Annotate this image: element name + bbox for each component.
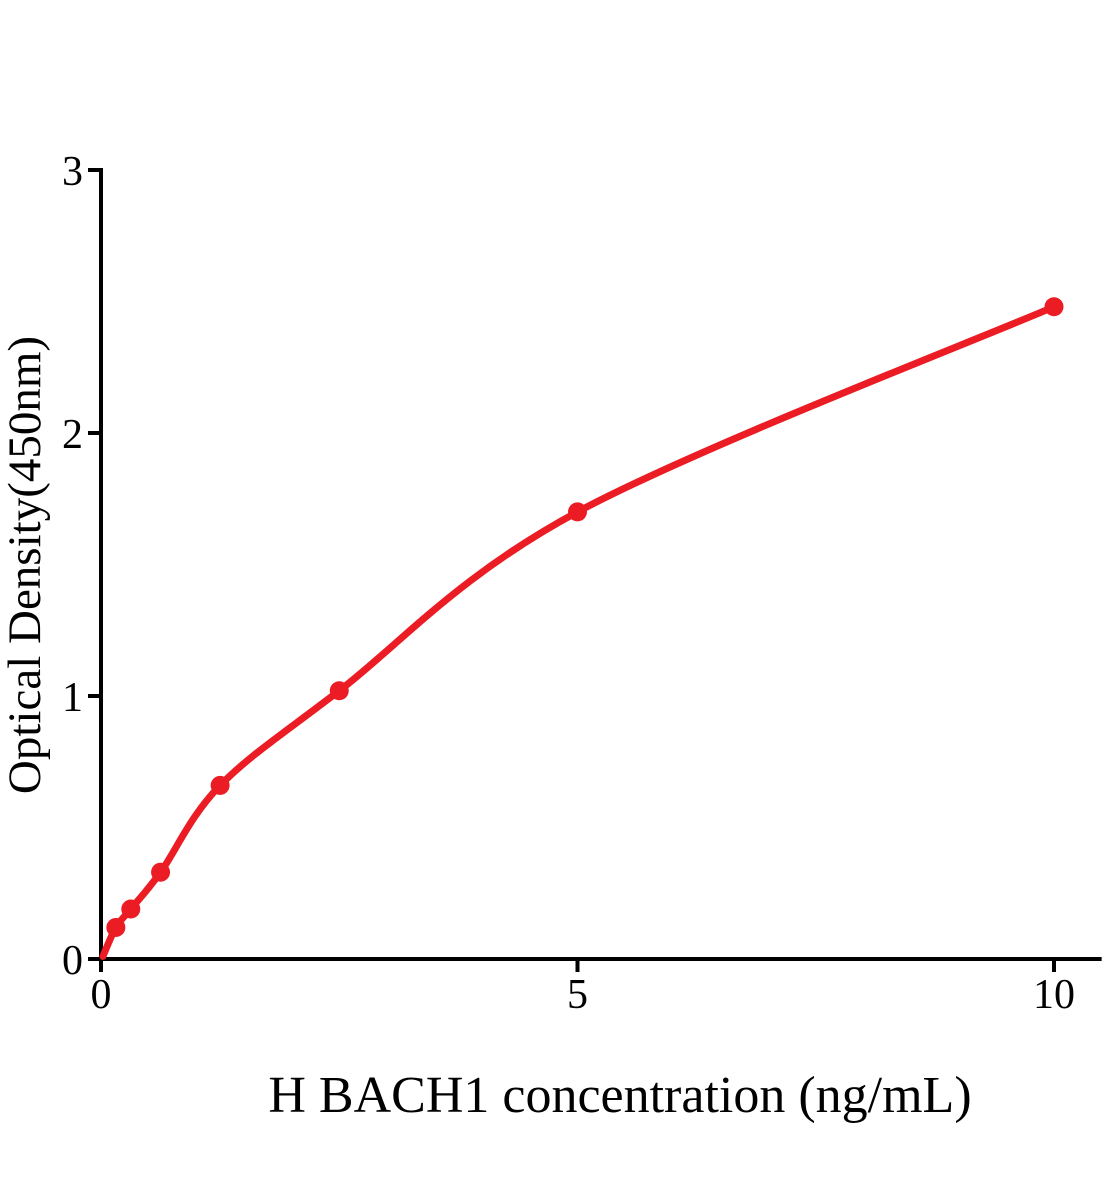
data-point-marker	[329, 681, 349, 701]
y-axis-title: Optical Density(450nm)	[0, 336, 51, 794]
x-tick-label: 0	[91, 972, 112, 1018]
data-point-marker	[210, 775, 230, 795]
fit-curve	[99, 303, 1058, 960]
y-tick-label: 1	[62, 675, 83, 721]
data-point-marker	[151, 862, 171, 882]
x-tick-label: 10	[1033, 972, 1075, 1018]
y-tick-label: 2	[62, 412, 83, 458]
data-point-marker	[568, 502, 587, 522]
plot-area: 0 1 2 3 0 5 10	[62, 149, 1102, 1018]
data-point-marker	[121, 899, 141, 919]
data-point-marker	[106, 917, 126, 937]
x-axis-title: H BACH1 concentration (ng/mL)	[268, 1067, 971, 1124]
x-tick-label: 5	[567, 972, 588, 1018]
data-point-marker	[1044, 297, 1064, 317]
y-tick-label: 0	[62, 938, 83, 984]
y-tick-label: 3	[62, 149, 83, 195]
